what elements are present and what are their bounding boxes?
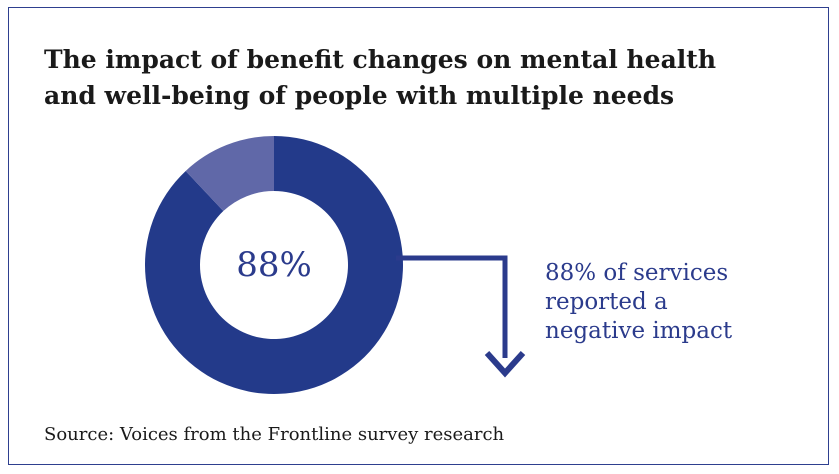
callout-connector: [396, 255, 508, 358]
chart-title: The impact of benefit changes on mental …: [44, 42, 716, 114]
center-label: 88%: [236, 245, 312, 285]
source-note: Source: Voices from the Frontline survey…: [44, 424, 505, 445]
title-line-1: The impact of benefit changes on mental …: [44, 45, 716, 74]
arrow-down-icon: [484, 350, 526, 378]
donut-slice-1: [185, 136, 274, 212]
donut-slice-0: [144, 136, 403, 394]
title-line-2: and well-being of people with multiple n…: [44, 81, 675, 110]
chart-frame: [8, 7, 829, 465]
callout-text: 88% of services reported a negative impa…: [545, 259, 775, 346]
callout-line-2: reported a: [545, 289, 668, 315]
callout-line-3: negative impact: [545, 318, 733, 344]
callout-line-1: 88% of services: [545, 260, 729, 286]
donut-slices: [144, 136, 403, 394]
